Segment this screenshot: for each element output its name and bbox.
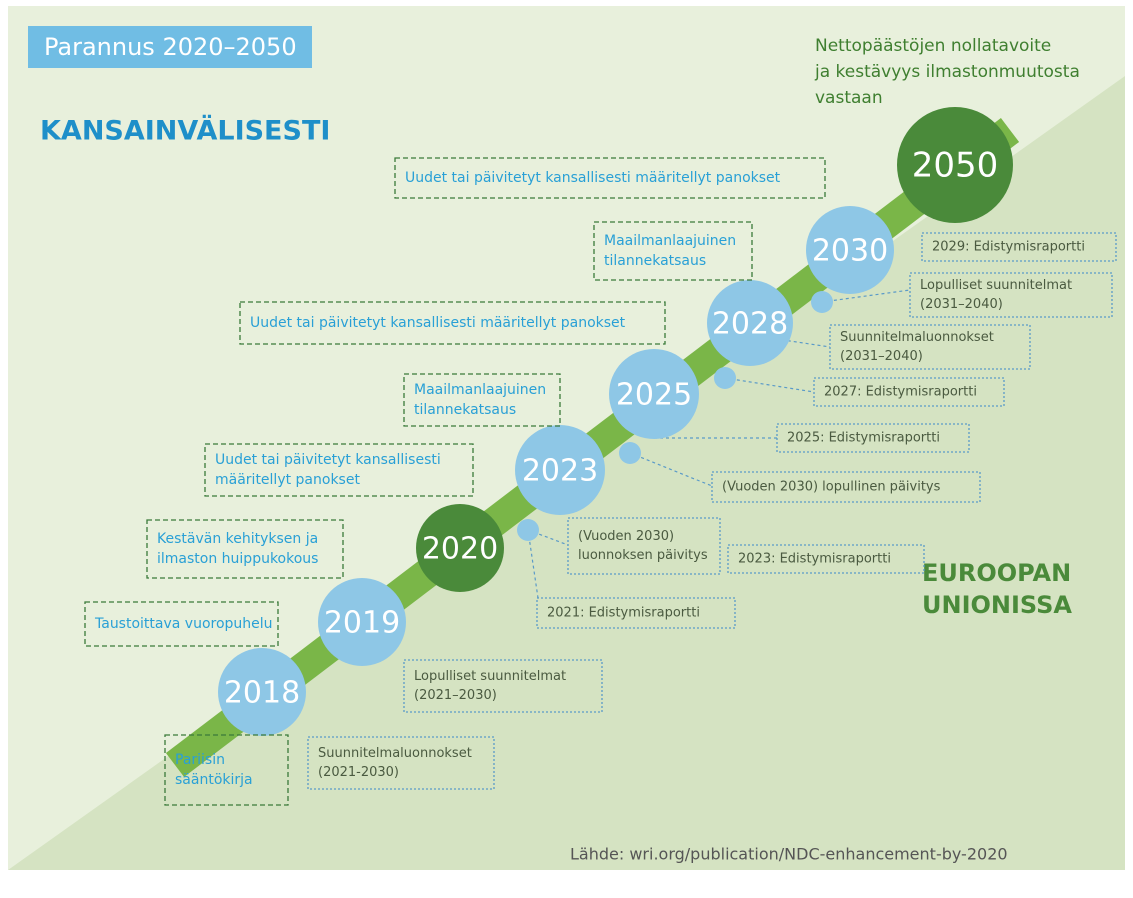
box-text: Suunnitelmaluonnokset [840,330,994,345]
eu-box-box [909,272,1113,318]
box-text: (Vuoden 2030) [578,529,674,544]
source: Lähde: wri.org/publication/NDC-enhanceme… [570,845,1008,864]
milestone-circle [897,107,1013,223]
box-text: (2021-2030) [318,765,399,780]
box-text: 2021: Edistymisraportti [547,606,700,621]
eu-label: EUROOPAN [922,559,1071,587]
box-text: Pariisin [175,752,225,768]
milestone-circle [416,504,504,592]
box-text: 2025: Edistymisraportti [787,431,940,446]
box-text: luonnoksen päivitys [578,548,708,563]
international-label: KANSAINVÄLISESTI [40,115,330,147]
milestone-circle [515,425,605,515]
intl-box-box [394,157,826,199]
milestone-circle [707,280,793,366]
box-text: Uudet tai päivitetyt kansallisesti määri… [405,170,781,186]
milestone-year: 2020 [422,532,498,567]
eu-label: UNIONISSA [922,591,1072,619]
box-text: ilmaston huippukokous [157,551,318,567]
box-text: Lopulliset suunnitelmat [920,278,1072,293]
milestone-circle [609,349,699,439]
eu-box-box [307,736,495,790]
box-text: (2031–2040) [920,297,1003,312]
box-text: (Vuoden 2030) lopullinen päivitys [722,480,941,495]
milestone-year: 2023 [522,454,598,489]
eu-box-box [403,659,603,713]
milestone-circle [806,206,894,294]
box-text: Taustoittava vuoropuhelu [94,616,273,632]
eu-box-box [921,232,1117,262]
box-text: Lopulliset suunnitelmat [414,669,566,684]
eu-box-box [829,324,1031,370]
milestone-year: 2028 [712,307,788,342]
intl-box-box [239,301,666,345]
box-text: Kestävän kehityksen ja [157,531,318,547]
box-text: Suunnitelmaluonnokset [318,746,472,761]
milestone-year: 2018 [224,676,300,711]
title-box [28,26,312,68]
box-text: 2023: Edistymisraportti [738,552,891,567]
milestone-year: 2019 [324,606,400,641]
intl-box-box [146,519,344,579]
box-text: tilannekatsaus [604,253,706,269]
box-text: (2021–2030) [414,688,497,703]
box-text: Uudet tai päivitetyt kansallisesti määri… [250,315,626,331]
dot [517,519,539,541]
eu-box-box [711,471,981,503]
intl-box-box [593,221,753,281]
eu-box-box [536,597,736,629]
dot [811,291,833,313]
box-text: (2031–2040) [840,349,923,364]
goal-text: vastaan [815,88,883,108]
eu-box-box [567,517,721,575]
dot [714,367,736,389]
box-text: 2029: Edistymisraportti [932,240,1085,255]
intl-box-box [84,601,279,647]
milestone-year: 2030 [812,234,888,269]
milestone-circle [318,578,406,666]
goal-text: Nettopäästöjen nollatavoite [815,36,1051,56]
milestone-circle [218,648,306,736]
eu-box-box [813,377,1005,407]
box-text: määritellyt panokset [215,472,360,488]
box-text: tilannekatsaus [414,402,516,418]
dot [619,442,641,464]
goal-text: ja kestävyys ilmastonmuutosta [814,62,1080,82]
milestone-year: 2050 [912,146,999,186]
milestone-year: 2025 [616,378,692,413]
eu-box-box [727,544,925,574]
box-text: sääntökirja [175,772,253,788]
box-text: Uudet tai päivitetyt kansallisesti [215,452,441,468]
box-text: Maailmanlaajuinen [604,233,736,249]
eu-box-box [776,423,970,453]
box-text: 2027: Edistymisraportti [824,385,977,400]
box-text: Maailmanlaajuinen [414,382,546,398]
title: Parannus 2020–2050 [44,33,297,61]
